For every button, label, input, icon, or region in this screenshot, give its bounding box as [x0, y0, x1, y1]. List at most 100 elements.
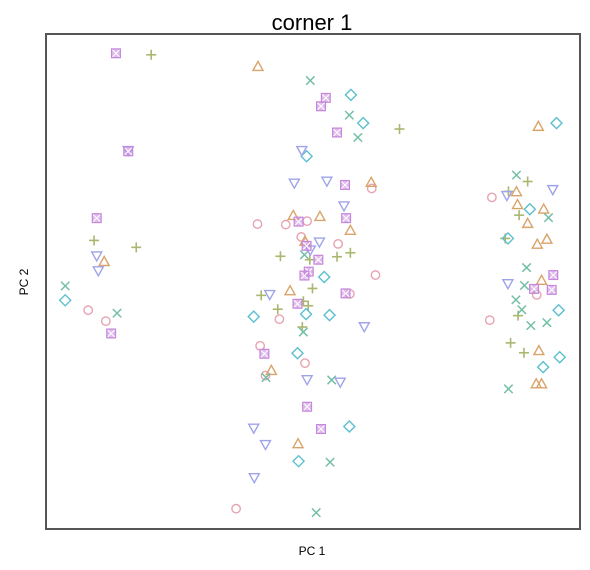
- data-point-x-3-10: [511, 170, 522, 180]
- data-point-circle-0-8: [300, 358, 310, 369]
- data-point-diamond-4-1: [247, 310, 261, 324]
- data-point-triangle-down-5-12: [334, 377, 347, 389]
- data-point-triangle-up-1-20: [521, 216, 534, 229]
- data-point-square-x-6-21: [292, 298, 303, 309]
- data-point-plus-2-8: [332, 251, 343, 262]
- data-point-triangle-up-1-11: [511, 198, 524, 210]
- data-point-triangle-down-5-3: [295, 145, 308, 157]
- data-point-triangle-up-1-5: [283, 284, 297, 296]
- data-point-square-x-6-4: [320, 92, 331, 103]
- data-point-square-x-6-1: [123, 146, 134, 157]
- data-point-x-3-6: [261, 372, 271, 383]
- data-point-x-3-3: [344, 110, 355, 120]
- data-point-circle-0-15: [484, 315, 495, 326]
- data-point-triangle-up-1-10: [510, 185, 523, 197]
- data-point-triangle-up-1-15: [535, 273, 548, 286]
- data-point-diamond-4-6: [317, 270, 331, 284]
- data-point-circle-0-17: [280, 219, 291, 230]
- data-point-triangle-down-5-17: [546, 184, 559, 197]
- data-point-triangle-up-1-2: [287, 209, 300, 221]
- data-point-square-x-6-6: [332, 127, 343, 138]
- data-point-square-x-6-3: [106, 328, 117, 339]
- data-point-plus-2-1: [89, 235, 100, 246]
- data-point-triangle-down-5-13: [247, 423, 260, 435]
- data-point-triangle-down-5-4: [288, 178, 301, 190]
- data-point-triangle-up-1-9: [291, 437, 305, 449]
- data-point-square-x-6-7: [340, 179, 351, 190]
- data-point-triangle-down-5-9: [263, 289, 276, 302]
- data-point-triangle-down-5-18: [501, 278, 515, 291]
- points-layer: [58, 48, 567, 518]
- data-point-triangle-down-5-7: [313, 237, 326, 249]
- data-point-diamond-4-0: [58, 293, 72, 307]
- data-point-circle-0-0: [83, 305, 94, 316]
- data-point-x-3-1: [112, 308, 122, 318]
- data-point-plus-2-3: [275, 251, 286, 262]
- data-point-diamond-4-7: [323, 308, 337, 322]
- data-point-plus-2-15: [522, 176, 533, 187]
- data-point-x-3-14: [526, 320, 536, 331]
- data-point-x-3-8: [325, 457, 335, 467]
- data-point-square-x-6-2: [91, 213, 102, 224]
- data-point-plus-2-19: [272, 304, 283, 315]
- data-point-diamond-4-15: [553, 350, 567, 364]
- data-point-triangle-down-5-1: [90, 251, 103, 263]
- data-point-plus-2-0: [146, 49, 157, 60]
- data-point-diamond-4-2: [299, 307, 313, 321]
- data-point-x-3-0: [60, 281, 70, 291]
- data-point-square-x-6-5: [316, 101, 327, 112]
- data-point-diamond-4-4: [356, 116, 370, 130]
- data-point-triangle-up-1-12: [531, 237, 544, 249]
- data-point-plus-2-14: [514, 210, 525, 221]
- data-point-diamond-4-9: [342, 420, 356, 434]
- data-point-x-3-5: [299, 250, 310, 260]
- data-point-diamond-4-3: [344, 88, 358, 102]
- data-point-triangle-down-5-2: [92, 266, 105, 278]
- data-point-x-3-12: [519, 280, 530, 291]
- data-point-circle-0-11: [333, 238, 343, 249]
- data-point-triangle-up-1-6: [265, 363, 278, 376]
- data-point-triangle-down-5-14: [259, 439, 272, 451]
- data-point-x-3-19: [517, 304, 527, 315]
- data-point-triangle-up-1-7: [344, 223, 357, 236]
- data-point-plus-2-5: [303, 300, 314, 311]
- data-point-square-x-6-11: [313, 254, 324, 265]
- data-point-diamond-4-8: [291, 346, 305, 360]
- data-point-square-x-6-17: [316, 424, 327, 435]
- data-point-x-3-4: [353, 132, 363, 143]
- data-point-triangle-up-1-0: [98, 255, 111, 267]
- data-point-circle-0-7: [231, 503, 242, 514]
- data-point-circle-0-13: [486, 192, 497, 203]
- data-point-diamond-4-10: [292, 454, 306, 468]
- data-point-plus-2-17: [518, 347, 529, 358]
- data-point-triangle-up-1-13: [532, 119, 545, 132]
- data-point-circle-0-2: [252, 219, 263, 229]
- data-point-square-x-6-10: [301, 240, 312, 251]
- data-point-x-3-18: [542, 317, 552, 328]
- data-point-plus-2-4: [307, 283, 318, 294]
- data-point-triangle-down-5-11: [300, 375, 314, 387]
- data-point-x-3-15: [543, 212, 554, 223]
- data-point-plus-2-10: [394, 124, 405, 135]
- data-point-diamond-4-12: [523, 202, 537, 216]
- data-point-triangle-up-1-4: [313, 210, 327, 222]
- data-point-triangle-down-5-15: [248, 473, 261, 485]
- data-point-square-x-6-0: [110, 48, 121, 59]
- data-point-triangle-up-1-14: [537, 202, 550, 214]
- data-point-plus-2-2: [131, 242, 142, 253]
- data-point-triangle-down-5-10: [358, 322, 371, 334]
- data-point-x-3-17: [298, 327, 309, 337]
- data-point-square-x-6-9: [293, 216, 304, 227]
- data-point-square-x-6-16: [302, 401, 313, 412]
- data-point-plus-2-7: [304, 254, 315, 265]
- y-axis-label: PC 2: [17, 268, 31, 295]
- data-point-circle-0-10: [366, 183, 377, 194]
- data-point-triangle-down-5-5: [320, 176, 334, 188]
- data-point-square-x-6-8: [341, 213, 352, 224]
- data-point-x-3-2: [305, 75, 316, 86]
- data-point-x-3-7: [326, 375, 337, 385]
- x-axis-label: PC 1: [299, 544, 326, 558]
- data-point-plus-2-16: [513, 310, 524, 321]
